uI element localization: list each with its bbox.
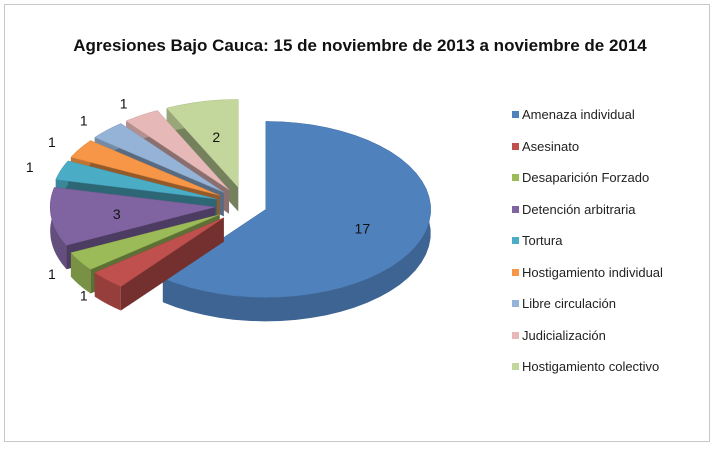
data-label: 1 <box>120 95 128 111</box>
legend-swatch <box>512 300 519 308</box>
legend-entry: Detención arbitraria <box>512 194 663 226</box>
data-label: 17 <box>355 220 371 236</box>
legend-label: Detención arbitraria <box>522 201 636 217</box>
legend-label: Libre circulación <box>522 296 616 312</box>
legend-entry: Tortura <box>512 225 663 257</box>
legend-entry: Hostigamiento individual <box>512 257 663 289</box>
pie-slice <box>49 187 216 246</box>
legend-label: Judicialización <box>522 327 606 343</box>
slice-rim <box>94 272 121 311</box>
data-label: 1 <box>80 287 88 303</box>
pie-slice <box>94 217 224 287</box>
pie-slice <box>55 160 217 200</box>
data-label: 1 <box>48 134 56 150</box>
legend-entry: Amenaza individual <box>512 99 663 131</box>
legend-swatch <box>512 331 519 339</box>
legend: Amenaza individual Asesinato Desaparición … <box>512 99 663 383</box>
pie-slice <box>70 140 220 196</box>
legend-entry: Hostigamiento colectivo <box>512 351 663 383</box>
legend-swatch <box>512 142 519 150</box>
legend-swatch <box>512 174 519 182</box>
legend-entry: Libre circulación <box>512 288 663 320</box>
pie-slice <box>70 214 220 270</box>
legend-swatch <box>512 268 519 276</box>
pie-slice <box>162 121 431 298</box>
legend-entry: Desaparición Forzado <box>512 162 663 194</box>
legend-label: Asesinato <box>522 138 580 154</box>
data-label: 3 <box>113 206 121 222</box>
legend-label: Hostigamiento individual <box>522 264 663 280</box>
legend-entry: Asesinato <box>512 131 663 163</box>
legend-swatch <box>512 237 519 245</box>
legend-label: Amenaza individual <box>522 107 635 123</box>
data-label: 1 <box>48 266 56 282</box>
legend-swatch <box>512 205 519 213</box>
data-label: 1 <box>26 159 34 175</box>
slice-rim <box>70 252 91 294</box>
legend-label: Tortura <box>522 233 563 249</box>
legend-label: Hostigamiento colectivo <box>522 359 660 375</box>
pie-slice <box>94 123 224 193</box>
chart-area: Agresiones Bajo Cauca: 15 de noviembre d… <box>4 4 710 442</box>
data-label: 1 <box>80 113 88 129</box>
legend-swatch <box>512 363 519 371</box>
pie-slice <box>166 99 239 189</box>
chart-title: Agresiones Bajo Cauca: 15 de noviembre d… <box>73 36 647 55</box>
pie-slice <box>125 110 230 190</box>
legend-label: Desaparición Forzado <box>522 170 650 186</box>
data-label: 2 <box>212 129 220 145</box>
legend-swatch <box>512 111 519 119</box>
slice-rim <box>162 121 431 322</box>
legend-entry: Judicialización <box>512 320 663 352</box>
